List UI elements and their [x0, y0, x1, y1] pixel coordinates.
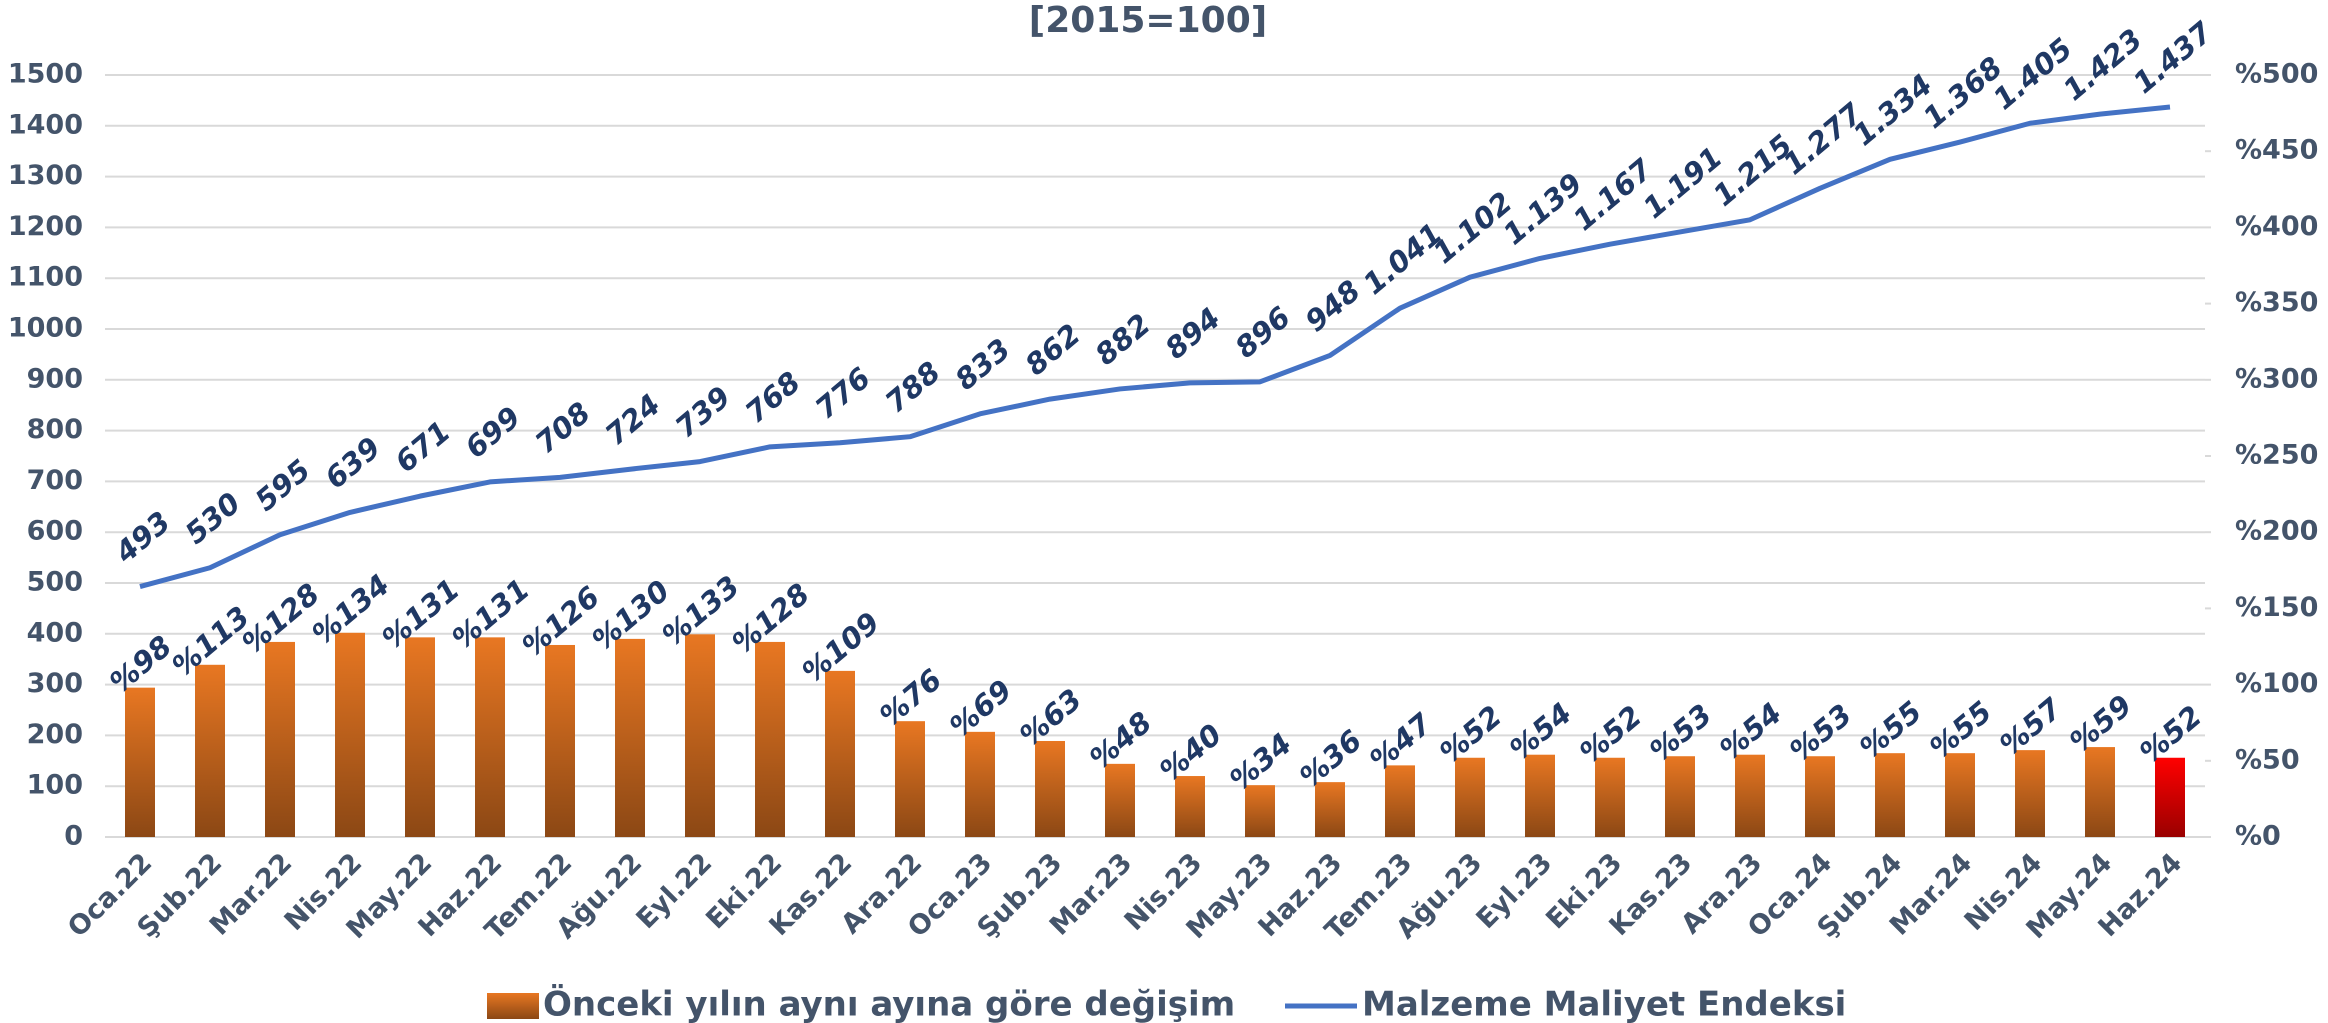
bar-shade: [1315, 782, 1345, 837]
bar-shade: [405, 637, 435, 837]
bar-shade: [1385, 765, 1415, 837]
bar-shade: [1245, 785, 1275, 837]
line-value-label: 708: [529, 395, 597, 460]
x-tick-label: Eyl.23: [1470, 847, 1558, 935]
bar-shade: [825, 670, 855, 837]
legend-label: Önceki yılın aynı ayına göre değişim: [543, 984, 1235, 1023]
bar-shade: [1595, 757, 1625, 837]
bar-shade: [1665, 756, 1695, 837]
bar-shade: [755, 641, 785, 837]
bar-shade: [2015, 750, 2045, 837]
bar-shade: [1525, 754, 1555, 837]
line-value-label: 882: [1089, 307, 1157, 372]
bar-shade: [1945, 753, 1975, 837]
bar-shade: [685, 634, 715, 837]
legend-label: Malzeme Maliyet Endeksi: [1362, 985, 1846, 1023]
bar-shade: [265, 641, 295, 837]
chart-title: [2015=100]: [1029, 0, 1267, 41]
bar-shade: [895, 721, 925, 837]
y-tick-label: 1400: [8, 109, 83, 140]
bar-shade: [195, 664, 225, 837]
line-value-label: 768: [739, 365, 807, 430]
y2-tick-label: %500: [2235, 59, 2318, 90]
bar-shade: [335, 632, 365, 837]
y2-tick-label: %50: [2235, 744, 2300, 775]
line-value-label: 1.277: [1777, 96, 1870, 182]
legend-swatch-shade: [487, 993, 539, 1019]
line-value-label: 530: [179, 486, 247, 551]
line-value-label: 894: [1159, 301, 1227, 366]
y-tick-label: 600: [27, 516, 83, 547]
bar-shade: [965, 731, 995, 837]
y-tick-label: 300: [27, 668, 83, 699]
y-tick-label: 500: [27, 567, 83, 598]
line-value-label: 493: [108, 505, 177, 571]
line-value-label: 1.041: [1357, 216, 1449, 301]
line-value-label: 699: [459, 400, 527, 465]
x-tick-label: Eyl.22: [630, 847, 718, 935]
y-tick-label: 900: [27, 363, 83, 394]
y-tick-label: 200: [27, 719, 83, 750]
y-tick-label: 1500: [8, 59, 83, 90]
y2-tick-label: %400: [2235, 211, 2318, 242]
line-value-label: 862: [1019, 317, 1087, 382]
y-tick-label: 100: [27, 770, 83, 801]
y-tick-label: 700: [27, 465, 83, 496]
y2-tick-label: %0: [2235, 821, 2281, 852]
y2-tick-label: %350: [2235, 287, 2318, 318]
line-value-label: 833: [949, 332, 1017, 397]
y-tick-label: 1100: [8, 262, 83, 293]
y-tick-label: 1000: [8, 313, 83, 344]
line-value-label: 896: [1229, 300, 1297, 365]
y2-tick-label: %250: [2235, 440, 2318, 471]
bar-shade: [615, 638, 645, 837]
line-value-label: 739: [669, 380, 737, 445]
y-tick-label: 1200: [8, 211, 83, 242]
y2-tick-label: %450: [2235, 135, 2318, 166]
y-tick-label: 800: [27, 414, 83, 445]
y-tick-label: 0: [64, 821, 83, 852]
bar-shade: [545, 644, 575, 837]
bar-shade: [2085, 747, 2115, 837]
line-value-label: 595: [249, 453, 317, 518]
y2-tick-label: %200: [2235, 516, 2318, 547]
y2-tick-label: %150: [2235, 592, 2318, 623]
y-tick-label: 1300: [8, 160, 83, 191]
y-tick-label: 400: [27, 617, 83, 648]
line-value-label: 639: [319, 430, 387, 495]
line-value-label: 776: [809, 361, 877, 426]
bar-shade: [1035, 740, 1065, 837]
bar-shade: [125, 687, 155, 837]
bar-shade: [1175, 776, 1205, 837]
bar-shade: [475, 637, 505, 837]
bar-shade: [1735, 754, 1765, 837]
line: [139, 104, 2171, 589]
bar-shade: [1455, 757, 1485, 837]
bar-shade: [1805, 756, 1835, 837]
line-value-label: 724: [599, 387, 667, 452]
bar-shade: [1105, 763, 1135, 837]
y2-tick-label: %300: [2235, 363, 2318, 394]
line-value-label: 1.437: [2127, 14, 2220, 100]
line-value-label: 1.423: [2057, 22, 2149, 107]
line-value-label: 788: [879, 355, 947, 420]
line-value-label: 671: [389, 414, 457, 479]
y2-tick-label: %100: [2235, 668, 2318, 699]
bar-shade: [1875, 753, 1905, 837]
bar-shade: [2155, 757, 2185, 837]
